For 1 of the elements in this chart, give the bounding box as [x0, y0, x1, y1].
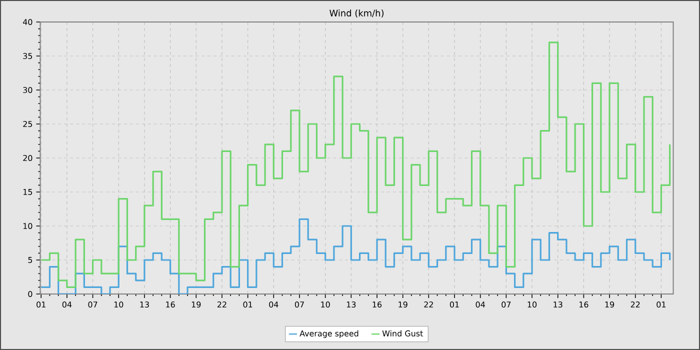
- chart-title: Wind (km/h): [330, 10, 384, 18]
